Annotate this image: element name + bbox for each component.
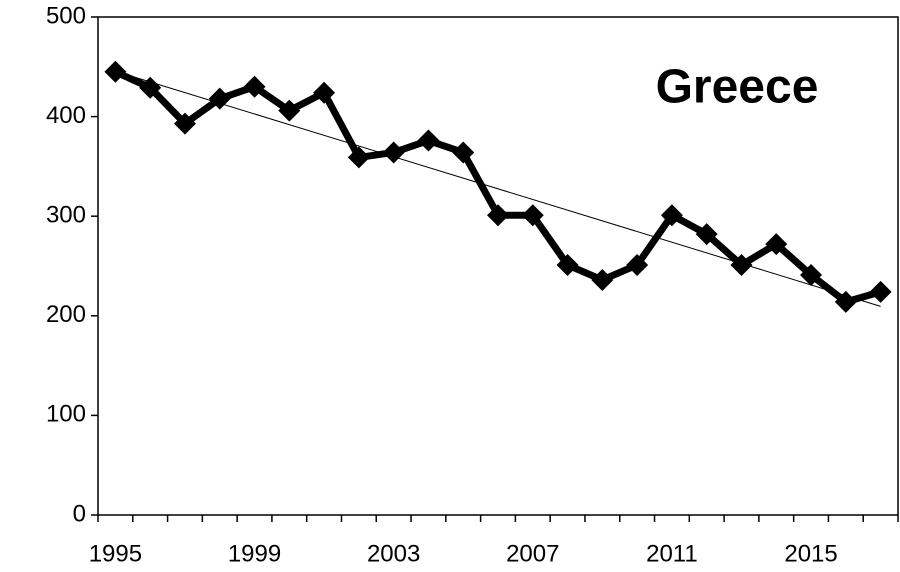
marker (104, 60, 127, 83)
marker (487, 204, 509, 227)
marker (313, 81, 336, 104)
marker (452, 141, 475, 164)
marker (173, 112, 196, 135)
marker (695, 223, 718, 246)
marker (382, 141, 405, 164)
y-tick-label: 500 (46, 2, 86, 29)
marker (521, 204, 544, 227)
marker (800, 263, 823, 286)
y-tick-label: 100 (46, 401, 86, 428)
y-tick-label: 0 (73, 500, 86, 527)
marker (139, 76, 162, 99)
x-tick-label: 1999 (228, 540, 281, 567)
marker (278, 99, 301, 122)
x-tick-label: 2011 (646, 540, 698, 567)
marker (208, 87, 231, 110)
marker (626, 254, 649, 277)
x-tick-label: 1995 (89, 540, 142, 567)
x-tick-label: 2007 (506, 540, 559, 567)
plot-frame (97, 16, 899, 516)
marker (730, 254, 753, 277)
marker (347, 146, 370, 169)
marker (243, 75, 266, 98)
y-tick-label: 200 (46, 301, 86, 328)
x-tick-label: 2015 (784, 540, 837, 567)
marker (417, 129, 440, 152)
y-tick-label: 400 (46, 102, 86, 129)
marker (660, 204, 683, 227)
trendline (115, 70, 881, 307)
chart-title: Greece (656, 61, 819, 114)
marker (765, 233, 788, 256)
marker (591, 268, 614, 291)
x-tick-label: 2003 (367, 540, 420, 567)
marker (556, 254, 579, 277)
marker (869, 280, 892, 303)
marker (834, 290, 857, 313)
y-tick-label: 300 (46, 202, 86, 229)
